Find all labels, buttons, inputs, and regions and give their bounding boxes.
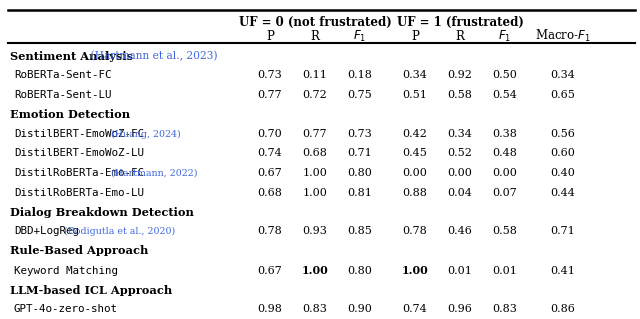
- Text: 0.42: 0.42: [403, 129, 428, 139]
- Text: 0.51: 0.51: [403, 90, 428, 100]
- Text: 0.74: 0.74: [403, 305, 428, 315]
- Text: DistilRoBERTa-Emo-LU: DistilRoBERTa-Emo-LU: [14, 188, 144, 197]
- Text: 0.81: 0.81: [348, 188, 372, 197]
- Text: 0.34: 0.34: [403, 70, 428, 80]
- Text: DistilRoBERTa-Emo-FC: DistilRoBERTa-Emo-FC: [14, 168, 144, 178]
- Text: 0.83: 0.83: [493, 305, 517, 315]
- Text: 0.68: 0.68: [257, 188, 282, 197]
- Text: 0.71: 0.71: [550, 226, 575, 236]
- Text: Sentiment Analysis: Sentiment Analysis: [10, 50, 133, 62]
- Text: 1.00: 1.00: [303, 188, 328, 197]
- Text: 0.56: 0.56: [550, 129, 575, 139]
- Text: $F_1$: $F_1$: [499, 28, 511, 44]
- Text: 0.83: 0.83: [303, 305, 328, 315]
- Text: R: R: [310, 29, 319, 42]
- Text: 0.58: 0.58: [447, 90, 472, 100]
- Text: RoBERTa-Sent-FC: RoBERTa-Sent-FC: [14, 70, 111, 80]
- Text: 0.72: 0.72: [303, 90, 328, 100]
- Text: R: R: [456, 29, 465, 42]
- Text: UF = 1 (frustrated): UF = 1 (frustrated): [397, 16, 524, 28]
- Text: 0.00: 0.00: [493, 168, 517, 178]
- Text: 0.34: 0.34: [447, 129, 472, 139]
- Text: Macro-$F_1$: Macro-$F_1$: [535, 28, 591, 44]
- Text: 0.80: 0.80: [348, 168, 372, 178]
- Text: Sentiment Analysis: Sentiment Analysis: [10, 50, 133, 62]
- Text: Dialog Breakdown Detection: Dialog Breakdown Detection: [10, 206, 194, 218]
- Text: 0.34: 0.34: [550, 70, 575, 80]
- Text: (Bodigutla et al., 2020): (Bodigutla et al., 2020): [61, 227, 175, 236]
- Text: 0.01: 0.01: [447, 265, 472, 276]
- Text: 0.85: 0.85: [348, 226, 372, 236]
- Text: 0.77: 0.77: [258, 90, 282, 100]
- Text: 0.07: 0.07: [493, 188, 517, 197]
- Text: Emotion Detection: Emotion Detection: [10, 109, 130, 120]
- Text: 0.67: 0.67: [258, 265, 282, 276]
- Text: DistilBERT-EmoWoZ-FC: DistilBERT-EmoWoZ-FC: [14, 129, 144, 139]
- Text: 0.18: 0.18: [348, 70, 372, 80]
- Text: 1.00: 1.00: [301, 265, 328, 276]
- Text: 0.78: 0.78: [258, 226, 282, 236]
- Text: 0.90: 0.90: [348, 305, 372, 315]
- Text: 0.71: 0.71: [348, 149, 372, 159]
- Text: 0.65: 0.65: [550, 90, 575, 100]
- Text: 0.88: 0.88: [403, 188, 428, 197]
- Text: 0.77: 0.77: [303, 129, 327, 139]
- Text: 0.78: 0.78: [403, 226, 428, 236]
- Text: 0.04: 0.04: [447, 188, 472, 197]
- Text: (Huang, 2024): (Huang, 2024): [108, 130, 180, 138]
- Text: DBD+LogReg: DBD+LogReg: [14, 226, 79, 236]
- Text: 0.68: 0.68: [303, 149, 328, 159]
- Text: 0.73: 0.73: [258, 70, 282, 80]
- Text: Rule-Based Approach: Rule-Based Approach: [10, 246, 148, 256]
- Text: 0.11: 0.11: [303, 70, 328, 80]
- Text: P: P: [411, 29, 419, 42]
- Text: 0.40: 0.40: [550, 168, 575, 178]
- Text: 0.50: 0.50: [493, 70, 517, 80]
- Text: 0.86: 0.86: [550, 305, 575, 315]
- Text: $F_1$: $F_1$: [353, 28, 367, 44]
- Text: 0.80: 0.80: [348, 265, 372, 276]
- Text: 0.70: 0.70: [258, 129, 282, 139]
- Text: 0.92: 0.92: [447, 70, 472, 80]
- Text: 0.74: 0.74: [258, 149, 282, 159]
- Text: 0.93: 0.93: [303, 226, 328, 236]
- Text: 0.52: 0.52: [447, 149, 472, 159]
- Text: RoBERTa-Sent-LU: RoBERTa-Sent-LU: [14, 90, 111, 100]
- Text: 0.01: 0.01: [493, 265, 517, 276]
- Text: 0.96: 0.96: [447, 305, 472, 315]
- Text: 0.75: 0.75: [348, 90, 372, 100]
- Text: 0.38: 0.38: [493, 129, 517, 139]
- Text: (Hartmann et al., 2023): (Hartmann et al., 2023): [87, 51, 218, 61]
- Text: 0.00: 0.00: [403, 168, 428, 178]
- Text: 0.48: 0.48: [493, 149, 517, 159]
- Text: 0.54: 0.54: [493, 90, 517, 100]
- Text: 0.67: 0.67: [258, 168, 282, 178]
- Text: 0.46: 0.46: [447, 226, 472, 236]
- Text: P: P: [266, 29, 274, 42]
- Text: 0.00: 0.00: [447, 168, 472, 178]
- Text: 0.58: 0.58: [493, 226, 517, 236]
- Text: LLM-based ICL Approach: LLM-based ICL Approach: [10, 285, 172, 295]
- Text: 0.41: 0.41: [550, 265, 575, 276]
- Text: 1.00: 1.00: [402, 265, 428, 276]
- Text: 0.60: 0.60: [550, 149, 575, 159]
- Text: DistilBERT-EmoWoZ-LU: DistilBERT-EmoWoZ-LU: [14, 149, 144, 159]
- Text: 0.73: 0.73: [348, 129, 372, 139]
- Text: Keyword Matching: Keyword Matching: [14, 265, 118, 276]
- Text: 0.45: 0.45: [403, 149, 428, 159]
- Text: GPT-4o-zero-shot: GPT-4o-zero-shot: [14, 305, 118, 315]
- Text: (Hartmann, 2022): (Hartmann, 2022): [108, 168, 197, 177]
- Text: 0.44: 0.44: [550, 188, 575, 197]
- Text: UF = 0 (not frustrated): UF = 0 (not frustrated): [239, 16, 392, 28]
- Text: 0.98: 0.98: [257, 305, 282, 315]
- Text: 1.00: 1.00: [303, 168, 328, 178]
